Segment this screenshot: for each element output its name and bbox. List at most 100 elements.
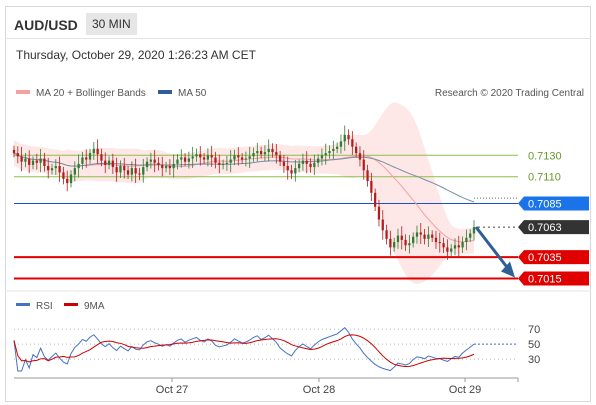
candle-body <box>275 152 278 156</box>
candle-body <box>472 227 476 234</box>
candle-body <box>138 173 141 175</box>
candle-body <box>423 234 426 239</box>
timestamp: Thursday, October 29, 2020 1:26:23 AM CE… <box>16 48 256 62</box>
candle-body <box>58 166 61 173</box>
ma50-line <box>13 152 475 203</box>
candle <box>149 152 152 169</box>
candle-body <box>240 157 244 160</box>
forecast-arrow <box>474 226 515 278</box>
ma9-legend-swatch <box>64 303 78 306</box>
candle-body <box>134 168 137 174</box>
candle-body <box>153 159 156 163</box>
candle-body <box>294 168 297 174</box>
candle-body <box>168 166 172 169</box>
timeframe-badge[interactable]: 30 MIN <box>86 13 137 35</box>
candle <box>442 237 445 253</box>
candle-body <box>199 154 202 158</box>
candle <box>244 151 248 167</box>
candle <box>412 232 415 248</box>
candle-body <box>142 167 145 175</box>
candle-body <box>328 151 331 154</box>
candle-body <box>347 134 350 140</box>
candle-body <box>278 155 282 162</box>
candle-body <box>301 160 305 164</box>
candle <box>39 149 42 173</box>
candle-body <box>111 160 114 168</box>
candle <box>419 223 422 244</box>
candle-body <box>69 174 73 184</box>
candle <box>237 147 240 166</box>
candle <box>282 154 286 173</box>
candle-body <box>85 157 88 160</box>
candle-body <box>66 178 69 184</box>
candle <box>66 170 69 192</box>
candle-body <box>96 148 99 155</box>
candle-body <box>191 156 194 159</box>
candle <box>309 158 312 173</box>
candle-body <box>385 230 388 239</box>
candle-body <box>161 164 164 169</box>
rsi-panel: 70 50 30 <box>13 324 540 372</box>
level-lines <box>14 154 518 280</box>
candle-body <box>313 162 316 168</box>
candle <box>362 150 365 180</box>
candle <box>20 146 23 172</box>
candle-body <box>252 153 255 157</box>
level-label-0.7085: 0.7085 <box>528 199 562 211</box>
candle-body <box>50 168 54 171</box>
candle <box>104 152 107 174</box>
candle-body <box>24 158 27 162</box>
level-tag-0.7015 <box>518 271 589 286</box>
candle <box>210 145 213 167</box>
candle <box>358 146 362 167</box>
candle <box>168 159 172 175</box>
candle-body <box>355 146 358 154</box>
candle-body <box>12 149 16 154</box>
candle-body <box>35 160 38 163</box>
candle-body <box>362 159 365 171</box>
candle <box>374 188 377 211</box>
candle-body <box>450 248 453 252</box>
candle <box>88 148 92 164</box>
candle-body <box>172 163 175 169</box>
candle <box>324 143 327 165</box>
candle-body <box>81 157 84 164</box>
candle-body <box>92 148 95 154</box>
candle <box>16 146 19 164</box>
candle <box>256 142 259 162</box>
candle-body <box>229 159 232 163</box>
candle-body <box>28 158 31 165</box>
candle-body <box>381 219 384 231</box>
candle-body <box>221 163 225 165</box>
candle <box>229 150 232 173</box>
candle <box>377 199 381 227</box>
candle-body <box>54 166 57 169</box>
candle <box>396 228 400 249</box>
candle <box>427 226 430 247</box>
candle-body <box>377 206 381 220</box>
candle-body <box>206 155 210 160</box>
candle-body <box>119 166 122 173</box>
candle <box>469 229 472 243</box>
candle <box>400 226 403 250</box>
candle-body <box>316 158 320 163</box>
candle <box>355 142 358 158</box>
candle-body <box>343 134 346 142</box>
candle-body <box>427 234 430 239</box>
candle <box>47 157 50 179</box>
candle-body <box>290 170 293 174</box>
candle-body <box>297 163 301 169</box>
candle-body <box>339 141 343 147</box>
candle <box>202 153 206 164</box>
ma9-legend-label: 9MA <box>84 301 105 312</box>
candle <box>199 146 202 166</box>
candle <box>259 146 263 159</box>
candle-body <box>415 232 419 237</box>
candle <box>214 151 217 169</box>
candle <box>263 145 267 162</box>
bollinger-band <box>14 102 474 285</box>
candle-body <box>180 157 183 160</box>
header-divider <box>5 38 591 39</box>
candle <box>465 229 468 251</box>
candle <box>286 156 289 180</box>
